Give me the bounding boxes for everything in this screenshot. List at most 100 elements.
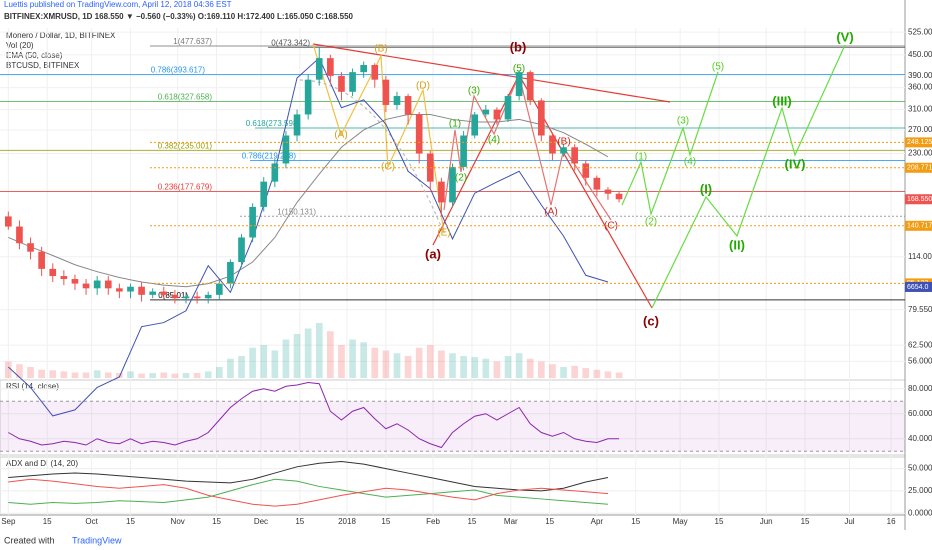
candle-body — [60, 276, 68, 280]
volume-bar — [349, 339, 356, 378]
y-tick-label: 79.5500 — [908, 305, 932, 314]
wave-line — [443, 73, 612, 221]
candle-body — [16, 226, 23, 244]
price-tag-label: 168.550 — [907, 196, 932, 203]
wave-label: (C) — [604, 221, 618, 232]
candle-body — [182, 296, 190, 299]
volume-bar — [16, 364, 23, 378]
candle-body — [282, 135, 290, 164]
y-tick-label: 25.0000 — [908, 486, 932, 495]
y-tick-label: 40.0000 — [908, 434, 932, 443]
volume-bar — [549, 364, 556, 378]
candle-body — [538, 100, 545, 136]
wave-label: (5) — [513, 64, 525, 75]
x-tick-label: 15 — [631, 517, 640, 526]
candle-body — [193, 296, 201, 299]
volume-bar — [27, 367, 34, 378]
wave-label: (4) — [488, 135, 500, 146]
candle-body — [104, 280, 112, 289]
fib-label: 0.618(327.658) — [158, 93, 213, 102]
curve — [299, 79, 445, 234]
x-tick-label: Jul — [844, 517, 854, 526]
candle-body — [260, 181, 268, 207]
candle-body — [4, 216, 12, 227]
price-tag — [905, 137, 932, 148]
candle-body — [127, 286, 134, 292]
wave-label: (A) — [544, 207, 557, 218]
wave-label: (D) — [416, 81, 430, 92]
wave-label: (1) — [635, 152, 647, 163]
y-tick-label: 62.5000 — [908, 340, 932, 349]
volume-bar — [404, 356, 412, 378]
wave-label: (5) — [712, 62, 724, 73]
wave-label: (E) — [437, 228, 450, 239]
candle-body — [149, 291, 157, 295]
volume-bar — [571, 365, 578, 378]
minus-di-line — [8, 478, 609, 507]
volume-bar — [215, 367, 223, 378]
volume-bar — [382, 350, 390, 378]
candle-body — [116, 288, 123, 292]
y-tick-label: 270.000 — [908, 125, 932, 134]
wave-label: (V) — [836, 29, 853, 44]
fib-label: 0.382(235.001) — [158, 141, 213, 150]
x-tick-label: Dec — [254, 517, 268, 526]
candle-body — [593, 177, 601, 190]
y-tick-label: 80.0000 — [908, 384, 932, 393]
candle-body — [382, 79, 390, 105]
candle-body — [515, 72, 523, 97]
wave-label: (4) — [684, 157, 696, 168]
candle-body — [438, 181, 445, 203]
candle-body — [582, 163, 590, 178]
candle-body — [160, 291, 168, 295]
candle-body — [49, 268, 57, 277]
candle-body — [482, 109, 490, 115]
wave-label: (a) — [425, 246, 441, 261]
candle-body — [338, 75, 345, 92]
price-tag — [905, 220, 932, 231]
adx-line — [8, 460, 609, 492]
x-tick-label: Jun — [760, 517, 773, 526]
candle-body — [304, 79, 312, 115]
rsi-line — [8, 381, 620, 449]
y-tick-label: 390.000 — [908, 71, 932, 80]
btc-line — [7, 57, 609, 417]
candle-body — [371, 64, 379, 80]
legend-item: BTCUSD, BITFINEX — [6, 61, 80, 70]
wave-line — [312, 43, 445, 234]
volume-bar — [338, 345, 345, 378]
volume-bar — [582, 368, 590, 378]
candle-body — [415, 114, 423, 154]
wave-label: (2) — [645, 217, 657, 228]
fib-label: 0(473.342) — [271, 38, 310, 47]
x-tick-label: Mar — [504, 517, 518, 526]
y-tick-label: 60.0000 — [908, 409, 932, 418]
volume-bar — [460, 356, 467, 378]
candle-body — [615, 193, 623, 200]
header: Luettis published on TradingView.com, Ap… — [4, 0, 232, 9]
wave-label: (II) — [729, 237, 745, 252]
volume-bar — [304, 328, 312, 378]
fib-label: 1(477.637) — [173, 37, 212, 46]
legend-item: Vol (20) — [6, 41, 34, 50]
candle-body — [138, 286, 145, 295]
candle-body — [93, 280, 101, 289]
wave-label: (c) — [643, 313, 659, 328]
volume-bar — [149, 373, 157, 378]
fib-label: 0.236(177.679) — [158, 183, 213, 192]
candle-body — [349, 72, 356, 92]
footer-brand: TradingView — [72, 535, 122, 545]
y-tick-label: 0.0000 — [908, 508, 932, 517]
candle-body — [249, 206, 256, 238]
fib-label: 0.786(393.617) — [151, 66, 206, 75]
price-tag-label: 248.125 — [907, 139, 932, 146]
fib-label: 1(150.131) — [277, 207, 316, 216]
volume-bar — [526, 358, 534, 378]
volume-bar — [471, 357, 479, 378]
x-tick-label: 15 — [715, 517, 724, 526]
footer-text: Created with — [4, 535, 55, 545]
price-tag-label: 208.771 — [907, 165, 932, 172]
candle-body — [571, 147, 578, 164]
